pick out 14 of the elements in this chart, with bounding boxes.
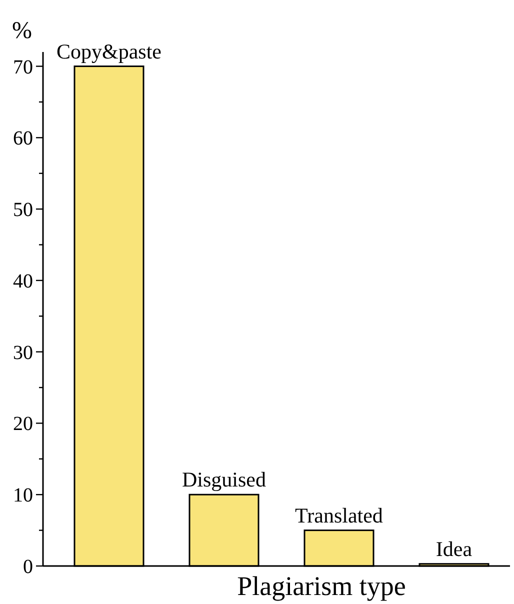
y-tick-label: 20 — [13, 413, 33, 436]
x-axis-title: Plagiarism type — [237, 571, 406, 601]
y-tick-label: 0 — [23, 556, 33, 578]
y-tick-label: 10 — [13, 484, 33, 507]
y-tick-label: 60 — [13, 128, 33, 150]
y-axis-title: % — [12, 18, 32, 44]
y-tick-label: 50 — [13, 199, 33, 222]
x-tick-label: Translated — [295, 503, 384, 528]
y-tick-label: 40 — [13, 270, 33, 292]
x-tick-label: Copy&paste — [56, 39, 162, 64]
x-tick-label: Disguised — [182, 468, 266, 492]
y-tick-label: 30 — [13, 342, 33, 364]
y-tick-label: 70 — [13, 56, 33, 78]
x-tick-label: Idea — [436, 536, 473, 561]
